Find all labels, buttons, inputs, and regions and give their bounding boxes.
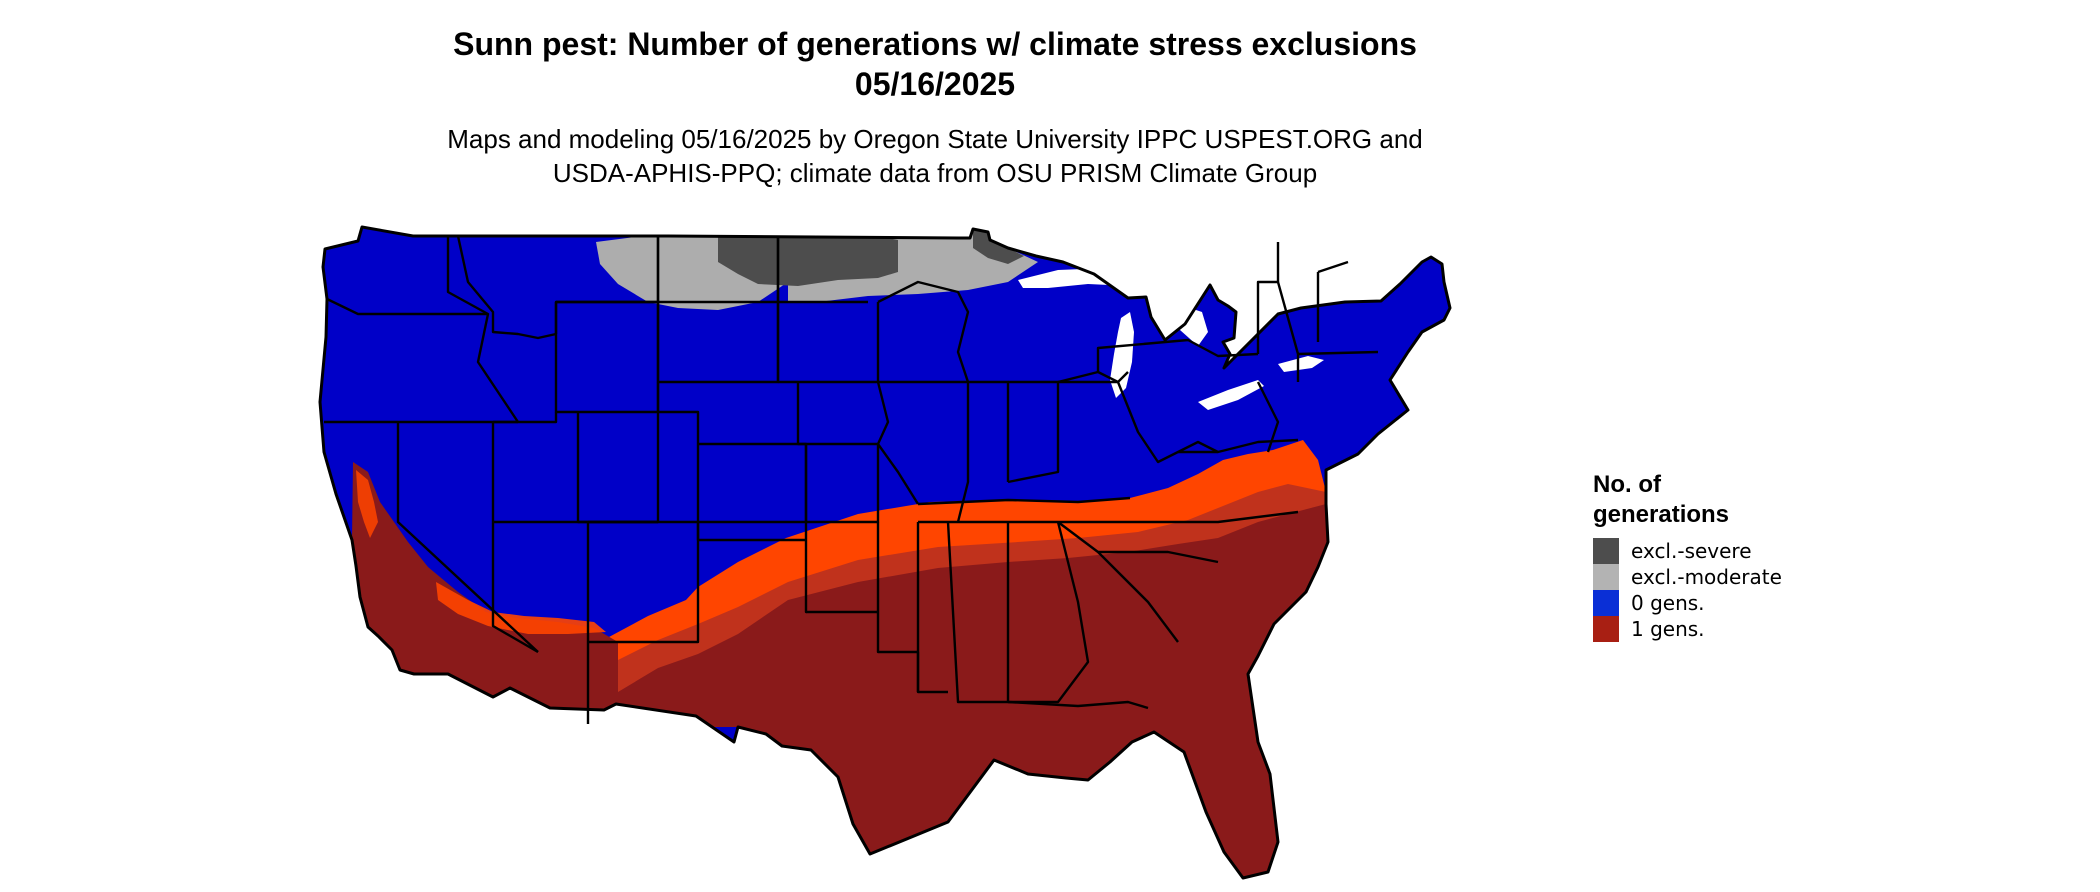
us-generations-map <box>318 225 1452 880</box>
border-tn-ga-al <box>1006 521 1090 704</box>
one-gen-dark-region <box>618 504 1328 878</box>
border-nh-me <box>1276 242 1349 342</box>
lake-michigan <box>1110 312 1134 398</box>
southwest-fringe-region <box>356 470 378 538</box>
severe-exclusion-east-region <box>973 229 1024 264</box>
great-lakes <box>1018 268 1324 410</box>
border-ga-sc <box>1057 521 1179 643</box>
state-borders <box>324 235 1379 724</box>
legend-item-one-gen: 1 gens. <box>1593 616 1793 642</box>
lake-superior <box>1018 268 1144 288</box>
legend-swatch-zero-gens <box>1593 590 1619 616</box>
map-subtitle-line2: USDA-APHIS-PPQ; climate data from OSU PR… <box>552 158 1318 188</box>
border-va-md <box>1178 438 1299 454</box>
lake-ontario <box>1278 356 1324 372</box>
border-nc-sc-va <box>1098 510 1299 564</box>
border-id-west <box>446 236 519 423</box>
border-ok-tx <box>696 522 808 614</box>
border-ms-al <box>916 521 1008 704</box>
border-nm-tx <box>588 520 700 644</box>
lake-huron <box>1154 304 1208 346</box>
map-subtitle: Maps and modeling 05/16/2025 by Oregon S… <box>0 122 1870 190</box>
map-title-date: 05/16/2025 <box>854 66 1016 102</box>
legend-item-excl-severe: excl.-severe <box>1593 538 1793 564</box>
map-title-line1: Sunn pest: Number of generations w/ clim… <box>453 26 1417 62</box>
border-oh-pa-wv <box>1057 370 1219 464</box>
legend-swatch-excl-severe <box>1593 538 1619 564</box>
legend-item-zero-gens: 0 gens. <box>1593 590 1793 616</box>
legend-items: excl.-severe excl.-moderate 0 gens. 1 ge… <box>1593 538 1793 642</box>
legend-title: No. of generations <box>1593 470 1793 530</box>
us-outline <box>318 225 1452 880</box>
border-nj-de <box>1256 381 1280 453</box>
border-ca-nv <box>396 422 539 653</box>
severe-exclusion-region <box>718 236 898 286</box>
map-subtitle-line1: Maps and modeling 05/16/2025 by Oregon S… <box>447 124 1423 154</box>
legend-label-excl-severe: excl.-severe <box>1631 539 1752 563</box>
title-block: Sunn pest: Number of generations w/ clim… <box>0 24 1870 190</box>
legend-label-zero-gens: 0 gens. <box>1631 591 1705 615</box>
legend-title-line1: No. of <box>1593 471 1661 498</box>
border-wi-il <box>877 280 970 384</box>
border-pa-ny <box>1096 338 1259 372</box>
legend-title-line2: generations <box>1593 501 1730 528</box>
legend-item-excl-moderate: excl.-moderate <box>1593 564 1793 590</box>
border-in-oh <box>1007 380 1060 484</box>
legend-swatch-one-gen <box>1593 616 1619 642</box>
legend-label-one-gen: 1 gens. <box>1631 617 1705 641</box>
map-title: Sunn pest: Number of generations w/ clim… <box>0 24 1870 104</box>
southwest-one-gen-region <box>352 462 618 722</box>
legend: No. of generations excl.-severe excl.-mo… <box>1593 470 1793 642</box>
arizona-fringe-region <box>436 582 606 634</box>
border-ky-tn <box>917 496 1138 524</box>
legend-swatch-excl-moderate <box>1593 564 1619 590</box>
border-id-mt <box>456 235 557 340</box>
lake-erie <box>1198 380 1264 410</box>
border-wa-or <box>326 297 488 316</box>
border-ga-fl <box>1007 700 1149 710</box>
legend-label-excl-moderate: excl.-moderate <box>1631 565 1782 589</box>
border-nv-ut-az <box>491 422 539 654</box>
